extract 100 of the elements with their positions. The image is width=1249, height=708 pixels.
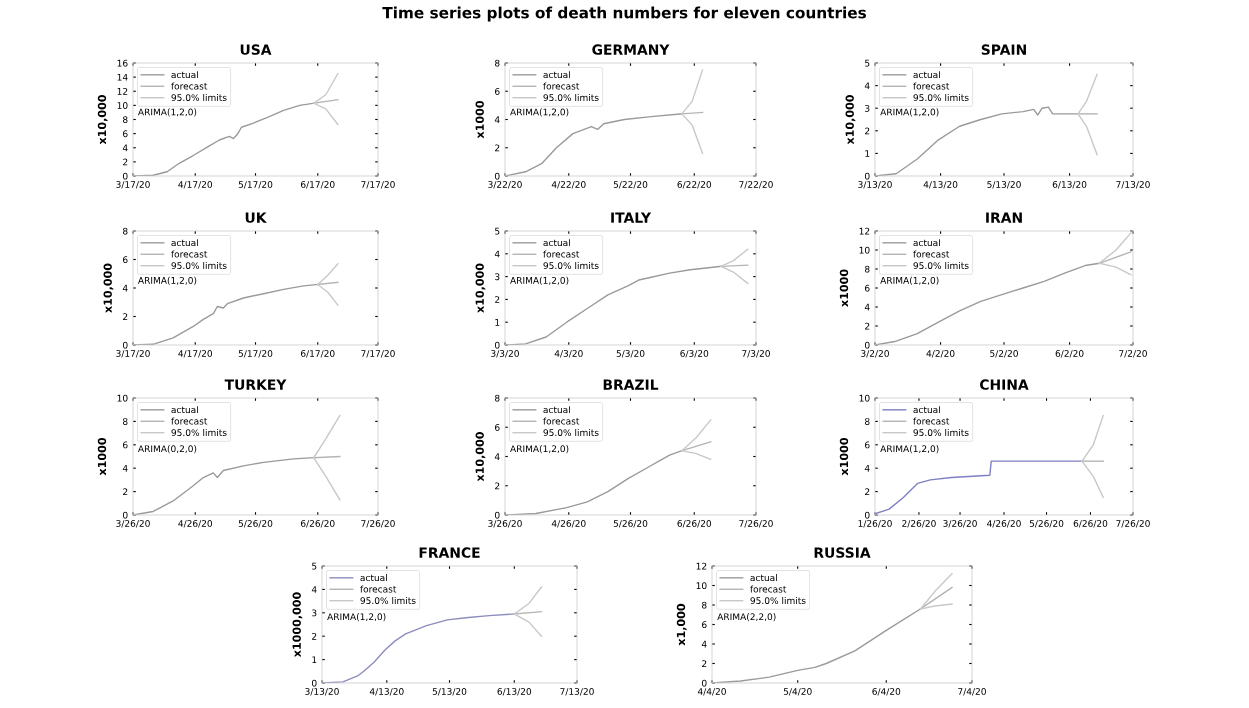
x-tick-label: 6/13/20 xyxy=(497,688,532,696)
y-tick-label: 0 xyxy=(311,679,317,687)
legend-label: actual xyxy=(913,71,940,79)
x-tick-label: 7/26/20 xyxy=(739,520,773,528)
x-tick-label: 3/26/20 xyxy=(943,520,977,528)
legend-label: actual xyxy=(913,406,940,414)
y-axis-title: x10,000 xyxy=(845,95,856,145)
y-tick-label: 4 xyxy=(494,116,500,123)
x-tick-label: 4/13/20 xyxy=(923,181,958,189)
x-tick-label: 6/4/20 xyxy=(872,688,901,696)
y-tick-label: 0 xyxy=(494,341,500,349)
x-tick-label: 2/26/20 xyxy=(902,520,936,528)
chart-title: GERMANY xyxy=(592,44,670,55)
x-tick-label: 5/3/20 xyxy=(616,350,645,358)
x-tick-label: 4/26/20 xyxy=(987,520,1021,528)
x-tick-label: 6/26/20 xyxy=(677,520,712,528)
legend-label: forecast xyxy=(750,585,787,593)
x-tick-label: 4/26/20 xyxy=(551,520,586,528)
x-tick-label: 3/26/20 xyxy=(488,520,522,528)
y-tick-label: 8 xyxy=(123,116,128,124)
chart-title: USA xyxy=(240,44,272,55)
y-tick-label: 12 xyxy=(117,87,128,95)
x-tick-label: 6/13/20 xyxy=(1052,181,1087,189)
legend-label: 95.0% limits xyxy=(171,429,227,436)
x-tick-label: 5/17/20 xyxy=(238,181,273,189)
chart-title: RUSSIA xyxy=(814,547,871,558)
legend-label: 95.0% limits xyxy=(913,262,969,269)
legend-label: 95.0% limits xyxy=(360,597,416,604)
annotation: ARIMA(1,2,0) xyxy=(510,445,569,454)
legend-label: 95.0% limits xyxy=(543,262,599,269)
x-tick-label: 6/2/20 xyxy=(1055,350,1084,358)
y-tick-label: 8 xyxy=(495,394,500,402)
legend-label: 95.0% limits xyxy=(171,94,227,101)
x-tick-label: 4/17/20 xyxy=(178,350,213,358)
y-tick-label: 2 xyxy=(123,313,128,320)
legend-label: actual xyxy=(543,239,570,247)
y-tick-label: 0 xyxy=(122,511,128,519)
y-tick-label: 4 xyxy=(864,465,870,472)
annotation: ARIMA(1,2,0) xyxy=(880,276,939,285)
y-tick-label: 12 xyxy=(696,562,707,570)
annotation: ARIMA(2,2,0) xyxy=(717,613,776,622)
x-tick-label: 5/26/20 xyxy=(613,520,648,528)
x-tick-label: 5/4/20 xyxy=(783,688,812,696)
annotation: ARIMA(1,2,0) xyxy=(510,276,569,285)
x-tick-label: 3/26/20 xyxy=(116,520,150,528)
x-tick-label: 6/17/20 xyxy=(300,181,335,189)
x-tick-label: 5/26/20 xyxy=(1029,520,1064,528)
legend-label: actual xyxy=(750,574,777,582)
y-tick-label: 4 xyxy=(311,586,317,593)
y-tick-label: 0 xyxy=(494,172,500,180)
y-tick-label: 4 xyxy=(122,465,128,472)
y-tick-label: 5 xyxy=(865,59,870,67)
legend-label: 95.0% limits xyxy=(171,262,227,269)
x-tick-label: 5/13/20 xyxy=(432,688,467,696)
x-tick-label: 7/3/20 xyxy=(742,350,770,358)
y-tick-label: 3 xyxy=(312,609,317,617)
y-axis-title: x1,000 xyxy=(676,603,687,646)
x-tick-label: 4/4/20 xyxy=(697,688,726,696)
legend-label: forecast xyxy=(913,82,950,90)
legend-label: actual xyxy=(171,71,198,79)
y-tick-label: 6 xyxy=(123,256,128,264)
legend-label: actual xyxy=(543,71,570,79)
y-tick-label: 8 xyxy=(865,265,870,273)
legend-label: forecast xyxy=(543,417,580,425)
legend-label: forecast xyxy=(913,417,950,425)
x-tick-label: 4/26/20 xyxy=(178,520,213,528)
legend-label: 95.0% limits xyxy=(543,429,599,436)
x-tick-label: 4/13/20 xyxy=(369,688,404,696)
y-tick-label: 1 xyxy=(495,319,500,326)
y-tick-label: 4 xyxy=(494,453,500,460)
y-tick-label: 8 xyxy=(123,418,128,425)
x-tick-label: 7/22/20 xyxy=(739,181,773,189)
y-tick-label: 10 xyxy=(859,394,870,402)
legend-label: actual xyxy=(543,406,570,414)
chart-title: CHINA xyxy=(980,379,1029,390)
y-tick-label: 8 xyxy=(865,418,870,425)
x-tick-label: 6/17/20 xyxy=(300,350,335,358)
x-tick-label: 7/26/20 xyxy=(1116,520,1150,528)
y-tick-label: 2 xyxy=(865,488,870,496)
legend-label: forecast xyxy=(360,585,397,593)
y-tick-label: 2 xyxy=(123,158,128,166)
y-tick-label: 4 xyxy=(864,82,870,90)
x-tick-label: 4/22/20 xyxy=(551,181,586,189)
x-tick-label: 1/26/20 xyxy=(858,520,892,528)
y-axis-title: x1000 xyxy=(475,100,484,139)
y-axis-title: x1000 xyxy=(97,437,107,476)
y-tick-label: 5 xyxy=(495,227,500,235)
annotation: ARIMA(1,2,0) xyxy=(137,108,197,117)
x-tick-label: 6/22/20 xyxy=(677,181,712,189)
y-tick-label: 4 xyxy=(122,284,128,292)
annotation: ARIMA(1,2,0) xyxy=(510,108,569,117)
annotation: ARIMA(1,2,0) xyxy=(880,445,939,454)
y-tick-label: 5 xyxy=(312,562,317,570)
y-tick-label: 14 xyxy=(117,73,128,81)
y-tick-label: 4 xyxy=(122,144,128,152)
legend-label: forecast xyxy=(171,82,208,90)
y-tick-label: 0 xyxy=(864,511,870,519)
x-tick-label: 5/17/20 xyxy=(238,350,273,358)
chart-title: ITALY xyxy=(611,212,652,223)
x-tick-label: 4/17/20 xyxy=(178,181,213,189)
